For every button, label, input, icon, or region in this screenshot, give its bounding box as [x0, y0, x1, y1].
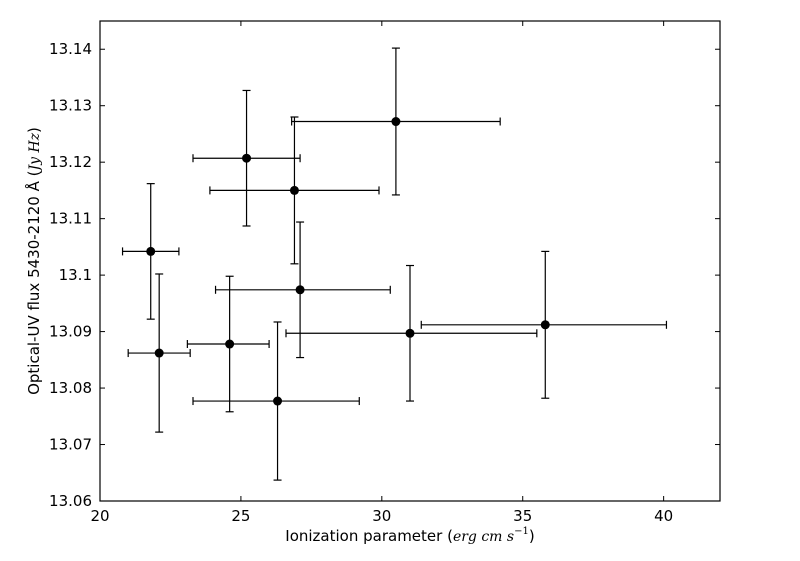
data-point-marker [295, 285, 305, 295]
x-axis-ticks: 20 25 30 35 40 [90, 21, 673, 525]
y-tick-label: 13.12 [49, 153, 92, 171]
y-tick-label: 13.08 [49, 379, 92, 397]
y-tick-label: 13.06 [49, 492, 92, 510]
data-point-group [209, 116, 380, 265]
data-point-marker [273, 396, 283, 406]
data-point-group [291, 47, 501, 196]
x-axis-unit-exponent: −1 [514, 526, 529, 537]
y-tick-label: 13.09 [49, 323, 92, 341]
data-points [121, 47, 668, 481]
x-axis-unit-open: ( [447, 527, 453, 545]
data-point-group [127, 273, 191, 433]
y-axis-ticks: 13.06 13.07 13.08 13.09 13.1 13.11 13.12 13.13 1… [49, 40, 720, 510]
plot-frame [99, 20, 721, 502]
y-axis-label: Optical-UV flux 5430-2120 Å (Jy Hz) [24, 127, 43, 395]
data-point-marker [154, 348, 164, 358]
data-point-group [214, 221, 391, 359]
data-point-marker [405, 328, 415, 338]
x-axis-unit: erg cm s [453, 529, 514, 545]
data-point-marker [289, 185, 299, 195]
data-point-group [420, 250, 668, 399]
data-point-marker [391, 117, 401, 127]
x-tick-label: 40 [654, 507, 673, 525]
x-tick-label: 25 [231, 507, 250, 525]
y-axis-unit-open: ( [25, 170, 43, 176]
y-axis-unit: Jy Hz [27, 132, 43, 173]
y-tick-label: 13.11 [49, 210, 92, 228]
y-tick-label: 13.13 [49, 97, 92, 115]
y-tick-label: 13.07 [49, 436, 92, 454]
data-point-group [285, 264, 538, 402]
data-point-group [192, 89, 301, 227]
y-axis-label-text: Optical-UV flux 5430-2120 Å [24, 180, 43, 395]
y-axis-unit-close: ) [25, 127, 43, 133]
data-point-marker [242, 153, 252, 163]
x-tick-label: 30 [372, 507, 391, 525]
x-axis-label-text: Ionization parameter [285, 527, 443, 545]
data-point-group [192, 321, 360, 481]
y-tick-label: 13.1 [59, 266, 92, 284]
data-point-group [121, 183, 180, 320]
x-tick-label: 35 [513, 507, 532, 525]
data-point-group [186, 275, 270, 413]
data-point-marker [146, 246, 156, 256]
x-axis-label: Ionization parameter (erg cm s−1) [285, 526, 534, 545]
data-point-marker [225, 339, 235, 349]
x-tick-label: 20 [90, 507, 109, 525]
y-tick-label: 13.14 [49, 40, 92, 58]
data-point-marker [540, 320, 550, 330]
x-axis-unit-close: ) [529, 527, 535, 545]
